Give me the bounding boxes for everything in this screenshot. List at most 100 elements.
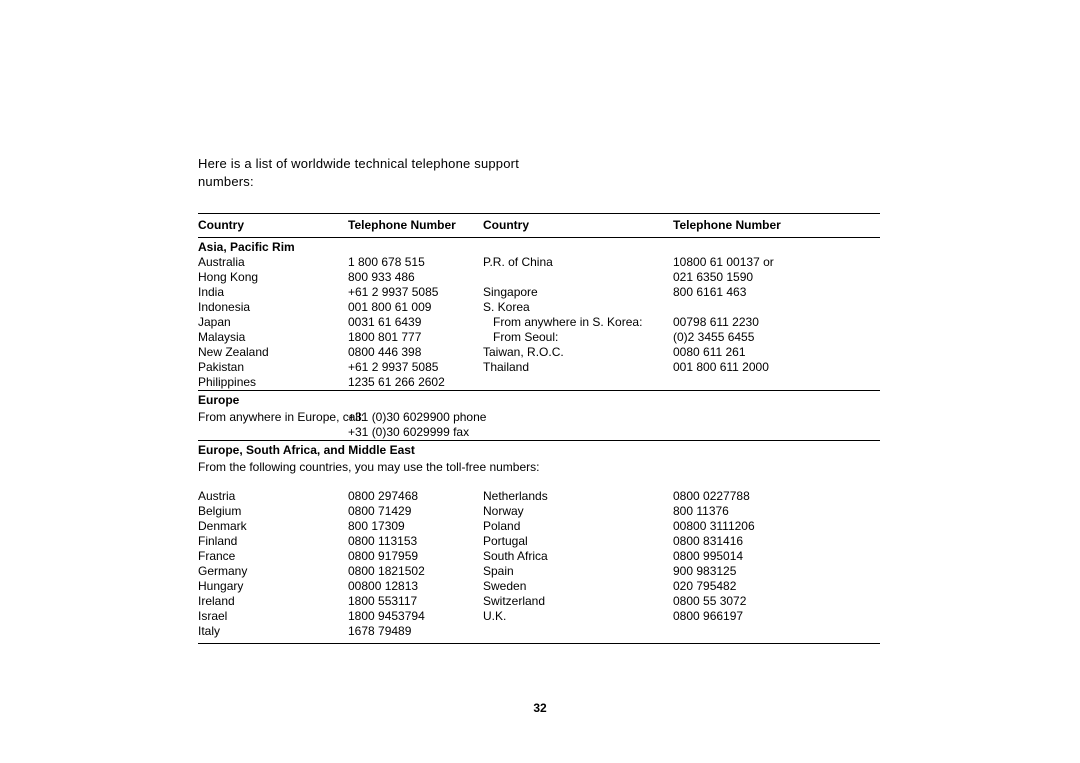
asia-row: Philippines1235 61 266 2602: [198, 375, 880, 390]
asia-left-country: Japan: [198, 315, 348, 330]
eme-right-country: Netherlands: [483, 489, 673, 504]
asia-right-tel: (0)2 3455 6455: [673, 330, 833, 345]
asia-right-country: Thailand: [483, 360, 673, 375]
eme-left-tel: 0800 71429: [348, 504, 483, 519]
eme-right-tel: 020 795482: [673, 579, 833, 594]
eme-row: Denmark800 17309Poland00800 3111206: [198, 519, 880, 534]
asia-right-tel: 00798 611 2230: [673, 315, 833, 330]
asia-row: Hong Kong800 933 486021 6350 1590: [198, 270, 880, 285]
eme-row: Israel1800 9453794U.K.0800 966197: [198, 609, 880, 624]
europe-call-fax: +31 (0)30 6029999 fax: [348, 425, 483, 440]
col-tel-2: Telephone Number: [673, 218, 833, 233]
asia-left-country: Pakistan: [198, 360, 348, 375]
eme-right-tel: 0800 55 3072: [673, 594, 833, 609]
eme-right-tel: [673, 624, 833, 639]
eme-right-tel: 0800 995014: [673, 549, 833, 564]
eme-right-country: South Africa: [483, 549, 673, 564]
col-country-2: Country: [483, 218, 673, 233]
asia-right-tel: [673, 375, 833, 390]
asia-left-tel: 1800 801 777: [348, 330, 483, 345]
asia-right-country: From Seoul:: [483, 330, 673, 345]
eme-left-tel: 0800 917959: [348, 549, 483, 564]
asia-right-country: From anywhere in S. Korea:: [483, 315, 673, 330]
eme-right-tel: 0800 831416: [673, 534, 833, 549]
eme-left-tel: 0800 113153: [348, 534, 483, 549]
eme-left-tel: 800 17309: [348, 519, 483, 534]
eme-left-country: Ireland: [198, 594, 348, 609]
page-number: 32: [0, 701, 1080, 715]
asia-left-country: New Zealand: [198, 345, 348, 360]
eme-left-tel: 1678 79489: [348, 624, 483, 639]
eme-left-tel: 00800 12813: [348, 579, 483, 594]
asia-right-tel: 001 800 611 2000: [673, 360, 833, 375]
col-country-1: Country: [198, 218, 348, 233]
asia-right-tel: 10800 61 00137 or: [673, 255, 833, 270]
asia-right-country: S. Korea: [483, 300, 673, 315]
eme-left-tel: 1800 553117: [348, 594, 483, 609]
eme-left-country: Denmark: [198, 519, 348, 534]
section-europe-title: Europe: [198, 391, 880, 410]
eme-row: Belgium0800 71429Norway800 11376: [198, 504, 880, 519]
eme-left-country: Germany: [198, 564, 348, 579]
asia-right-country: Taiwan, R.O.C.: [483, 345, 673, 360]
eme-left-country: Finland: [198, 534, 348, 549]
asia-left-tel: 0800 446 398: [348, 345, 483, 360]
eme-left-tel: 0800 297468: [348, 489, 483, 504]
asia-row: New Zealand0800 446 398Taiwan, R.O.C.008…: [198, 345, 880, 360]
eme-right-tel: 0800 966197: [673, 609, 833, 624]
eme-right-country: Sweden: [483, 579, 673, 594]
asia-row: Pakistan+61 2 9937 5085Thailand001 800 6…: [198, 360, 880, 375]
asia-right-tel: 0080 611 261: [673, 345, 833, 360]
eme-left-country: Belgium: [198, 504, 348, 519]
col-tel-1: Telephone Number: [348, 218, 483, 233]
asia-left-tel: +61 2 9937 5085: [348, 360, 483, 375]
asia-right-tel: 800 6161 463: [673, 285, 833, 300]
eme-right-tel: 0800 0227788: [673, 489, 833, 504]
asia-left-tel: 0031 61 6439: [348, 315, 483, 330]
asia-left-tel: 1235 61 266 2602: [348, 375, 483, 390]
asia-left-country: Philippines: [198, 375, 348, 390]
intro-text: Here is a list of worldwide technical te…: [198, 155, 578, 191]
eme-left-country: France: [198, 549, 348, 564]
asia-left-tel: 001 800 61 009: [348, 300, 483, 315]
eme-right-country: Portugal: [483, 534, 673, 549]
eme-row: Finland0800 113153Portugal0800 831416: [198, 534, 880, 549]
eme-left-country: Israel: [198, 609, 348, 624]
eme-row: Austria0800 297468Netherlands0800 022778…: [198, 489, 880, 504]
eme-left-country: Italy: [198, 624, 348, 639]
support-table: Country Telephone Number Country Telepho…: [198, 213, 880, 644]
asia-right-tel: [673, 300, 833, 315]
eme-right-country: [483, 624, 673, 639]
eme-right-country: U.K.: [483, 609, 673, 624]
eme-row: Germany0800 1821502Spain900 983125: [198, 564, 880, 579]
eme-left-country: Austria: [198, 489, 348, 504]
eme-right-country: Poland: [483, 519, 673, 534]
eme-right-country: Switzerland: [483, 594, 673, 609]
asia-left-tel: +61 2 9937 5085: [348, 285, 483, 300]
asia-row: India+61 2 9937 5085Singapore800 6161 46…: [198, 285, 880, 300]
eme-right-country: Norway: [483, 504, 673, 519]
eme-left-country: Hungary: [198, 579, 348, 594]
asia-row: Japan0031 61 6439 From anywhere in S. Ko…: [198, 315, 880, 330]
asia-row: Malaysia1800 801 777 From Seoul:(0)2 345…: [198, 330, 880, 345]
europe-call-label: From anywhere in Europe, call:: [198, 410, 348, 425]
eme-row: Hungary00800 12813Sweden020 795482: [198, 579, 880, 594]
asia-left-tel: 1 800 678 515: [348, 255, 483, 270]
asia-left-country: Indonesia: [198, 300, 348, 315]
eme-right-country: Spain: [483, 564, 673, 579]
asia-left-country: Australia: [198, 255, 348, 270]
eme-left-tel: 1800 9453794: [348, 609, 483, 624]
eme-row: Italy1678 79489: [198, 624, 880, 639]
asia-left-country: Malaysia: [198, 330, 348, 345]
asia-right-country: [483, 375, 673, 390]
eme-row: France0800 917959South Africa0800 995014: [198, 549, 880, 564]
eme-note: From the following countries, you may us…: [198, 460, 880, 475]
eme-right-tel: 900 983125: [673, 564, 833, 579]
europe-call-phone: +31 (0)30 6029900 phone: [348, 410, 483, 425]
eme-left-tel: 0800 1821502: [348, 564, 483, 579]
eme-right-tel: 00800 3111206: [673, 519, 833, 534]
asia-right-tel: 021 6350 1590: [673, 270, 833, 285]
asia-right-country: P.R. of China: [483, 255, 673, 270]
asia-row: Indonesia001 800 61 009S. Korea: [198, 300, 880, 315]
asia-right-country: Singapore: [483, 285, 673, 300]
